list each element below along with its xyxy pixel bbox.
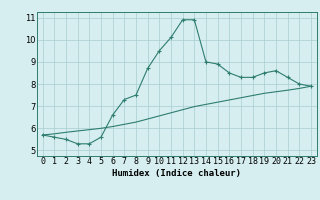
X-axis label: Humidex (Indice chaleur): Humidex (Indice chaleur) [112, 169, 241, 178]
